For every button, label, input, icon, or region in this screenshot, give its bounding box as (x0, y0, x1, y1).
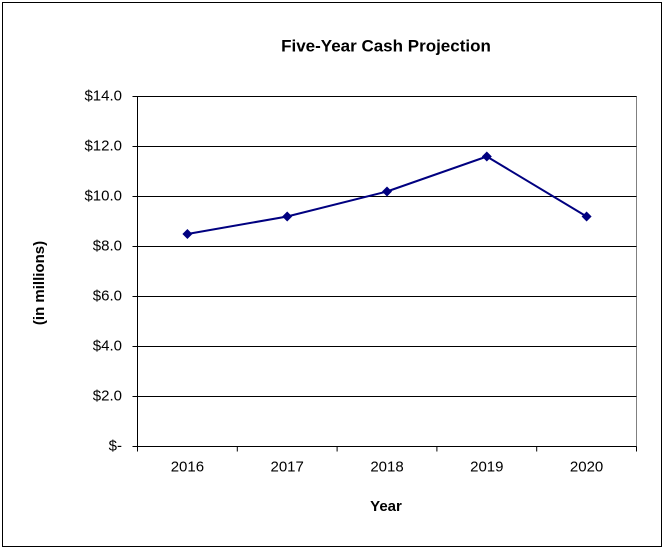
marker (481, 151, 492, 162)
marker (182, 229, 193, 239)
y-tick-label: $10.0 (84, 187, 122, 204)
x-tick-label: 2017 (271, 458, 304, 475)
x-tick-label: 2016 (171, 458, 204, 475)
x-tick-label: 2019 (470, 458, 503, 475)
y-tick-label: $12.0 (84, 137, 122, 154)
marker (581, 211, 592, 222)
y-tick-label: $2.0 (93, 387, 122, 404)
y-tick-label: $4.0 (93, 337, 122, 354)
chart-title: Five-Year Cash Projection (281, 36, 491, 55)
y-tick-label: $14.0 (84, 87, 122, 104)
y-tick-label: $8.0 (93, 237, 122, 254)
marker (382, 186, 392, 197)
x-tick-label: 2018 (370, 458, 403, 475)
y-tick-label: $- (109, 437, 122, 454)
x-axis-label: Year (370, 498, 402, 515)
marker (282, 211, 293, 222)
plot-area (137, 96, 637, 447)
x-tick-label: 2020 (570, 458, 603, 475)
y-tick-label: $6.0 (93, 287, 122, 304)
y-axis-label: (in millions) (31, 241, 48, 325)
